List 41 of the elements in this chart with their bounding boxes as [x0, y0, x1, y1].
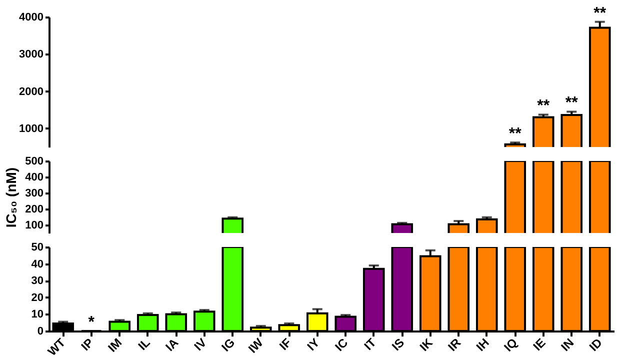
annotation: **	[508, 126, 522, 143]
x-tick-label: IE	[530, 336, 548, 354]
y-tick-label: 500	[25, 156, 44, 168]
y-tick-label: 400	[25, 172, 44, 184]
y-tick-label: 3000	[19, 48, 44, 61]
annotation: **	[565, 94, 579, 112]
x-tick-label: ID	[586, 335, 606, 354]
y-tick-label: 10	[31, 308, 44, 321]
x-tick-label: IG	[218, 336, 238, 354]
y-tick-label: 300	[25, 188, 44, 200]
x-tick-label: IS	[389, 336, 408, 354]
y-tick-label: 50	[31, 242, 44, 254]
x-tick-label: IY	[304, 336, 322, 354]
x-tick-label: IT	[361, 335, 380, 353]
y-axis-title: IC₅₀ (nM)	[3, 167, 20, 228]
y-tick-label: 30	[31, 275, 44, 288]
x-tick-label: IC	[332, 335, 351, 354]
annotation: **	[594, 4, 607, 22]
x-tick-label: WT	[44, 335, 69, 359]
y-tick-label: 4000	[19, 12, 44, 24]
annotation: *	[88, 314, 96, 331]
y-tick-label: 20	[31, 292, 44, 304]
y-tick-label: 200	[25, 204, 44, 216]
x-tick-label: IQ	[501, 336, 520, 354]
y-tick-label: 100	[25, 220, 44, 232]
x-tick-label: IF	[276, 336, 294, 353]
y-tick-label: 0	[37, 326, 44, 338]
x-tick-label: IW	[246, 335, 266, 356]
x-tick-label: IR	[445, 335, 464, 354]
y-tick-label: 1000	[19, 122, 44, 135]
x-tick-label: IN	[558, 336, 577, 354]
annotation: **	[537, 98, 550, 115]
y-tick-label: 40	[31, 258, 44, 270]
x-tick-label: IH	[473, 336, 492, 354]
x-tick-label: IV	[191, 336, 210, 354]
x-tick-label: IK	[416, 335, 436, 354]
x-tick-label: IL	[135, 336, 153, 353]
x-tick-label: IA	[162, 335, 182, 354]
x-tick-label: IM	[105, 336, 125, 355]
y-tick-label: 2000	[19, 86, 44, 98]
x-tick-label: IP	[78, 336, 96, 354]
